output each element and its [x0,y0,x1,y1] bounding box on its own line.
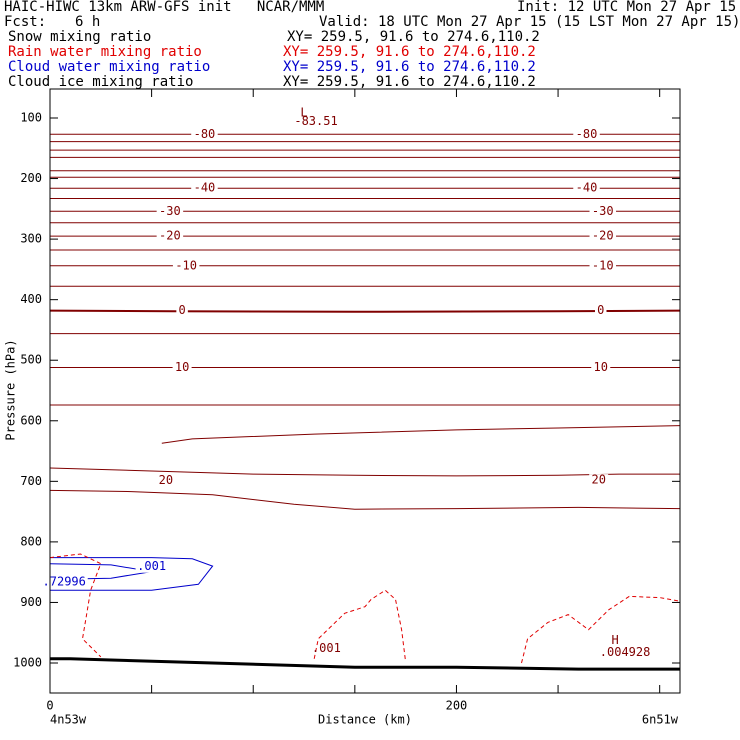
temperature-label-12: 10 [175,360,189,374]
field-snow-xy: XY= 259.5, 91.6 to 274.6,110.2 [287,29,540,45]
contour-label-bg-6 [156,230,184,243]
y-axis-title: Pressure (hPa) [4,339,18,440]
low-marker-value: -83.51 [294,114,337,128]
y-tick-label-800: 800 [20,534,42,548]
contour-label-bg-10 [176,304,188,317]
rain-water-contour-0 [49,553,102,658]
contour-label-bg-0 [191,128,218,141]
temperature-label-14: 20 [159,473,173,487]
right-endpoint-label: 6n51w [642,713,679,727]
forecast-hour: 6 h [75,14,101,30]
temperature-label-4: -30 [159,204,181,218]
contour-layer [49,133,681,671]
y-tick-label-500: 500 [20,353,42,367]
temperature-label-13: 10 [594,360,608,374]
contour-label-bg-4 [156,205,184,218]
temperature-contour-22 [49,489,681,510]
temperature-contour-18 [161,425,681,444]
init-time: Init: 12 UTC Mon 27 Apr 15 [517,0,737,15]
field-cloud-water-xy: XY= 259.5, 91.6 to 274.6,110.2 [283,59,536,75]
high-marker-value: .004928 [600,645,651,659]
left-endpoint-label: 4n53w [50,713,87,727]
valid-time: Valid: 18 UTC Mon 27 Apr 15 (15 LST Mon … [319,14,740,30]
model-title: HAIC-HIWC 13km ARW-GFS init NCAR/MMM [4,0,325,15]
cloud-water-label-1: .72996 [43,574,86,588]
contour-label-bg-3 [573,182,600,195]
temperature-label-1: -80 [576,127,598,141]
contour-label-bg-5 [589,205,617,218]
contour-label-bg-2 [191,182,218,195]
terrain-line [50,657,680,671]
temperature-label-15: 20 [591,473,605,487]
y-tick-label-600: 600 [20,413,42,427]
temperature-label-8: -10 [175,258,197,272]
y-tick-label-300: 300 [20,232,42,246]
field-rain-xy: XY= 259.5, 91.6 to 274.6,110.2 [283,44,536,60]
rain-water-contour-1 [313,589,407,662]
plot-frame [49,88,681,694]
contour-label-bg-15 [589,474,609,487]
high-marker: H [611,633,618,647]
cloud-label-bg-1 [40,575,88,588]
y-tick-label-700: 700 [20,474,42,488]
y-tick-label-400: 400 [20,292,42,306]
temperature-label-0: -80 [194,127,216,141]
y-tick-label-900: 900 [20,595,42,609]
x-tick-label-0: 0 [46,699,53,713]
field-cloud-water-name: Cloud water mixing ratio [8,59,211,75]
contour-label-bg-9 [589,259,617,272]
temperature-label-6: -20 [159,229,181,243]
y-tick-label-1000: 1000 [13,656,42,670]
contour-label-bg-14 [156,474,176,487]
contour-label-bg-11 [594,304,607,317]
temperature-contour-20 [49,467,680,477]
low-marker: L [300,106,307,120]
temperature-label-7: -20 [592,229,614,243]
contour-label-bg-13 [591,361,611,374]
field-snow-name: Snow mixing ratio [8,29,152,45]
temperature-label-10: 0 [178,303,185,317]
contour-label-bg-8 [172,259,200,272]
x-axis-title: Distance (km) [318,713,412,727]
label-layer: -80 -80 -40 -40 -30 -30 -20 -20 -10 -10 0 0 10 10 20 20… [40,106,651,659]
rain-water-contour-2 [521,595,681,664]
temperature-label-2: -40 [194,181,216,195]
temperature-label-5: -30 [592,204,614,218]
contour-label-bg-7 [589,230,617,243]
cloud-label-bg-0 [135,560,168,573]
y-tick-label-200: 200 [20,171,42,185]
forecast-label: Fcst: [4,14,47,30]
x-tick-label-200: 200 [446,699,468,713]
cloud-water-label-0: .001 [137,559,166,573]
rain-water-label: .001 [312,641,341,655]
field-cloud-ice-name: Cloud ice mixing ratio [8,74,194,90]
temperature-contour-0 [49,309,681,313]
temperature-label-9: -10 [592,258,614,272]
y-tick-label-100: 100 [20,111,42,125]
cloud-water-contour-0 [50,557,214,591]
field-rain-name: Rain water mixing ratio [8,44,202,60]
field-cloud-ice-xy: XY= 259.5, 91.6 to 274.6,110.2 [283,74,536,90]
contour-label-bg-1 [573,128,600,141]
temperature-label-11: 0 [597,303,604,317]
temperature-label-3: -40 [576,181,598,195]
contour-label-bg-12 [172,361,192,374]
